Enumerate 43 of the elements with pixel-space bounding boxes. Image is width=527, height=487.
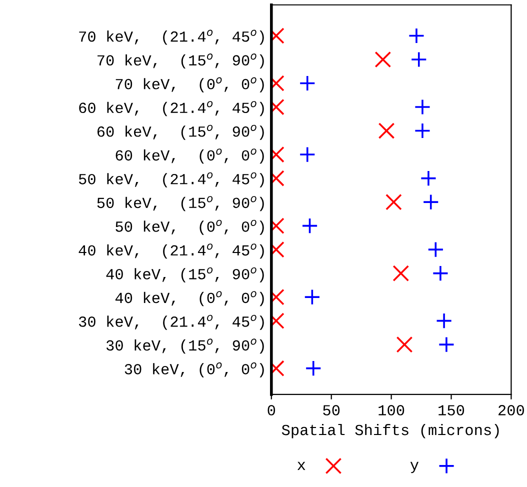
point (305, 360, 322, 377)
x-tick-label: 100 (378, 405, 404, 416)
point (414, 122, 431, 139)
legend-label: x (298, 462, 306, 470)
y-tick-label: 60 keV, (0$^{o}$, 0$^{o}$) (116, 148, 264, 164)
y-tick-label: 70 keV, (0$^{o}$, 0$^{o}$) (116, 77, 264, 92)
x-axis-title: Spatial Shifts (microns) (282, 424, 499, 438)
y-tick-label: 50 keV, (15$^{o}$, 90$^{o}$) (97, 196, 264, 212)
point (414, 98, 431, 116)
y-tick-label: 30 keV, (21.4$^{o}$, 45$^{o}$) (78, 314, 264, 330)
point (374, 51, 392, 68)
point (436, 312, 452, 330)
legend-label: y (410, 462, 419, 474)
point (302, 218, 318, 234)
x-tick-label: 150 (438, 405, 464, 416)
y-tick-label: 70 keV, (15$^{o}$, 90$^{o}$) (98, 54, 264, 69)
y-tick-label: 40 keV, (0$^{o}$, 0$^{o}$) (115, 291, 264, 306)
point (427, 241, 444, 258)
point (396, 336, 413, 353)
y-tick-label: 70 keV, (21.4$^{o}$, 45$^{o}$) (79, 30, 264, 45)
x-tick-label: 200 (498, 405, 524, 416)
y-tick-label: 40 keV, (15$^{o}$, 90$^{o}$) (106, 267, 264, 282)
point (304, 288, 320, 306)
y-tick-label: 30 keV, (0$^{o}$, 0$^{o}$) (124, 362, 264, 378)
y-tick-label: 30 keV, (15$^{o}$, 90$^{o}$) (106, 338, 264, 354)
point (378, 122, 395, 139)
y-tick-label: 50 keV, (0$^{o}$, 0$^{o}$) (116, 220, 264, 235)
point (410, 51, 428, 68)
x-tick-label: 50 (323, 405, 340, 416)
point (299, 146, 316, 163)
x-tick-label: 0 (268, 405, 276, 416)
point (422, 194, 440, 210)
point (420, 170, 437, 186)
y-tick-label: 40 keV, (21.4$^{o}$, 45$^{o}$) (78, 244, 264, 259)
point (299, 75, 316, 92)
point (392, 265, 410, 282)
y-tick-label: 50 keV, (21.4$^{o}$, 45$^{o}$) (78, 172, 264, 188)
point (438, 336, 455, 353)
point (432, 265, 449, 282)
point (408, 28, 425, 44)
y-tick-label: 60 keV, (15$^{o}$, 90$^{o}$) (97, 124, 264, 140)
y-tick-label: 60 keV, (21.4$^{o}$, 45$^{o}$) (79, 101, 264, 116)
point (386, 194, 402, 210)
